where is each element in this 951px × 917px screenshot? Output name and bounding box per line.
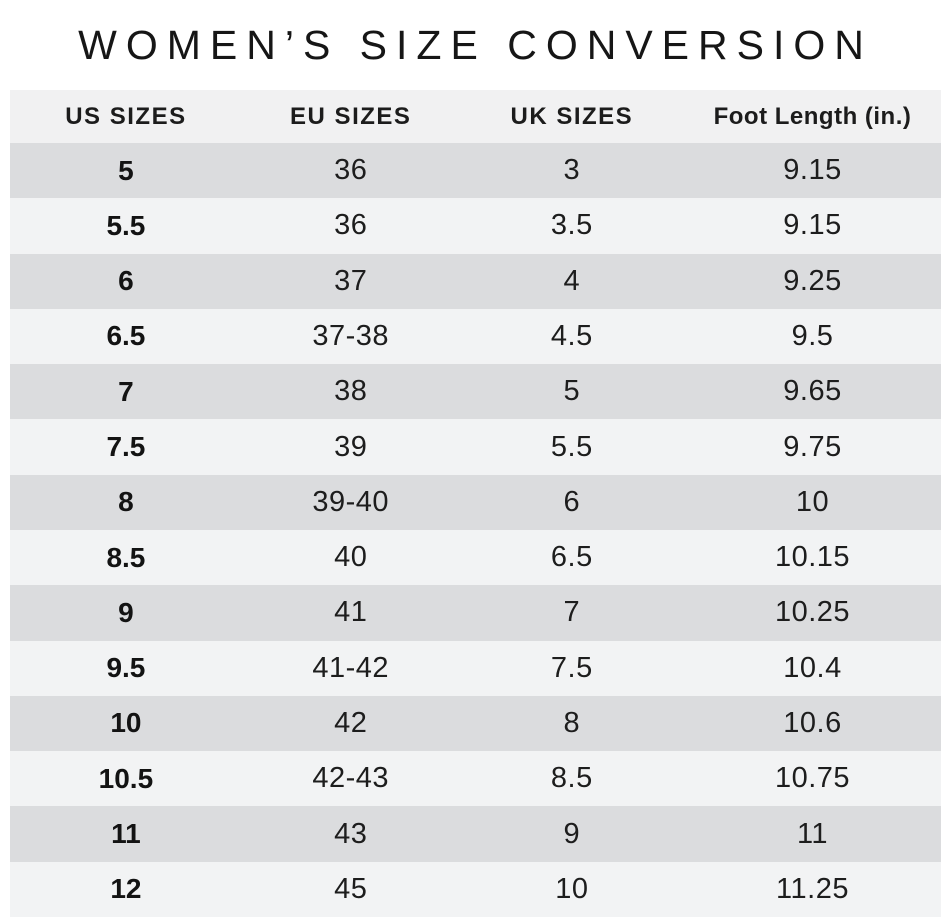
uk-size-cell: 4: [563, 264, 581, 297]
table-body: 5 36 3 9.15 5.5 36 3.5 9.15 6 37 4 9.25 …: [10, 143, 941, 917]
us-size-cell: 8: [118, 486, 134, 518]
eu-size-cell: 45: [334, 872, 368, 905]
foot-length-cell: 10.75: [774, 762, 851, 795]
uk-size-cell: 9: [563, 817, 581, 850]
eu-size-cell: 40: [334, 541, 368, 574]
us-size-cell: 10.5: [98, 762, 154, 794]
table-row: 10 42 8 10.6: [10, 695, 941, 752]
table-row: 9 41 7 10.25: [10, 585, 941, 641]
uk-size-cell: 8.5: [550, 762, 593, 795]
eu-size-cell: 36: [334, 209, 368, 242]
header-eu-sizes: EU SIZES: [290, 102, 412, 130]
size-conversion-table: US SIZES EU SIZES UK SIZES Foot Length (…: [10, 90, 941, 917]
foot-length-cell: 10: [795, 485, 830, 518]
uk-size-cell: 3: [563, 154, 581, 187]
us-size-cell: 5: [118, 154, 134, 186]
us-size-cell: 10: [110, 707, 142, 739]
uk-size-cell: 7: [563, 596, 581, 629]
us-size-cell: 5.5: [106, 209, 146, 241]
foot-length-cell: 11.25: [776, 872, 849, 905]
eu-size-cell: 42: [334, 706, 368, 739]
table-row: 11 43 9 11: [10, 806, 941, 862]
table-row: 6 37 4 9.25: [10, 253, 941, 309]
header-foot-length: Foot Length (in.): [713, 102, 912, 130]
uk-size-cell: 5.5: [550, 430, 593, 463]
uk-size-cell: 6.5: [550, 541, 593, 574]
table-row: 7.5 39 5.5 9.75: [10, 419, 941, 475]
header-us-sizes: US SIZES: [65, 102, 187, 130]
eu-size-cell: 41-42: [312, 651, 390, 684]
us-size-cell: 7.5: [106, 431, 146, 463]
foot-length-cell: 9.25: [783, 264, 842, 297]
foot-length-cell: 10.6: [783, 706, 842, 739]
foot-length-cell: 9.15: [783, 209, 842, 242]
us-size-cell: 8.5: [106, 541, 146, 573]
uk-size-cell: 3.5: [550, 209, 593, 242]
table-row: 7 38 5 9.65: [10, 364, 941, 420]
uk-size-cell: 7.5: [550, 651, 593, 684]
us-size-cell: 7: [118, 375, 134, 407]
uk-size-cell: 8: [563, 706, 581, 739]
foot-length-cell: 9.75: [783, 430, 842, 463]
foot-length-cell: 10.15: [774, 541, 851, 574]
foot-length-cell: 10.25: [774, 596, 851, 629]
table-row: 12 45 10 11.25: [10, 861, 941, 917]
us-size-cell: 12: [110, 873, 142, 905]
eu-size-cell: 38: [334, 375, 368, 408]
foot-length-cell: 11: [796, 817, 829, 850]
eu-size-cell: 36: [334, 154, 368, 187]
table-row: 10.5 42-43 8.5 10.75: [10, 751, 941, 807]
eu-size-cell: 41: [334, 596, 368, 629]
uk-size-cell: 10: [555, 872, 589, 905]
header-uk-sizes: UK SIZES: [510, 102, 634, 130]
eu-size-cell: 39: [334, 430, 368, 463]
us-size-cell: 9: [118, 596, 134, 628]
foot-length-cell: 10.4: [783, 651, 842, 684]
foot-length-cell: 9.65: [783, 375, 842, 408]
title-bar: WOMEN’S SIZE CONVERSION: [0, 0, 951, 90]
eu-size-cell: 42-43: [312, 762, 390, 795]
uk-size-cell: 5: [563, 375, 581, 408]
eu-size-cell: 39-40: [312, 485, 390, 518]
foot-length-cell: 9.15: [783, 154, 842, 187]
table-row: 8.5 40 6.5 10.15: [10, 529, 941, 586]
us-size-cell: 11: [111, 818, 141, 850]
table-header-row: US SIZES EU SIZES UK SIZES Foot Length (…: [10, 90, 941, 143]
eu-size-cell: 37: [334, 264, 368, 297]
table-row: 9.5 41-42 7.5 10.4: [10, 640, 941, 696]
foot-length-cell: 9.5: [791, 319, 834, 352]
eu-size-cell: 43: [334, 817, 368, 850]
table-row: 5 36 3 9.15: [10, 143, 941, 199]
eu-size-cell: 37-38: [312, 319, 390, 352]
us-size-cell: 9.5: [106, 652, 146, 684]
us-size-cell: 6.5: [106, 320, 146, 352]
table-row: 5.5 36 3.5 9.15: [10, 198, 941, 254]
table-row: 8 39-40 6 10: [10, 474, 941, 530]
table-row: 6.5 37-38 4.5 9.5: [10, 308, 941, 365]
uk-size-cell: 6: [563, 485, 581, 518]
us-size-cell: 6: [118, 265, 134, 297]
uk-size-cell: 4.5: [550, 319, 593, 352]
page-title: WOMEN’S SIZE CONVERSION: [78, 21, 873, 68]
